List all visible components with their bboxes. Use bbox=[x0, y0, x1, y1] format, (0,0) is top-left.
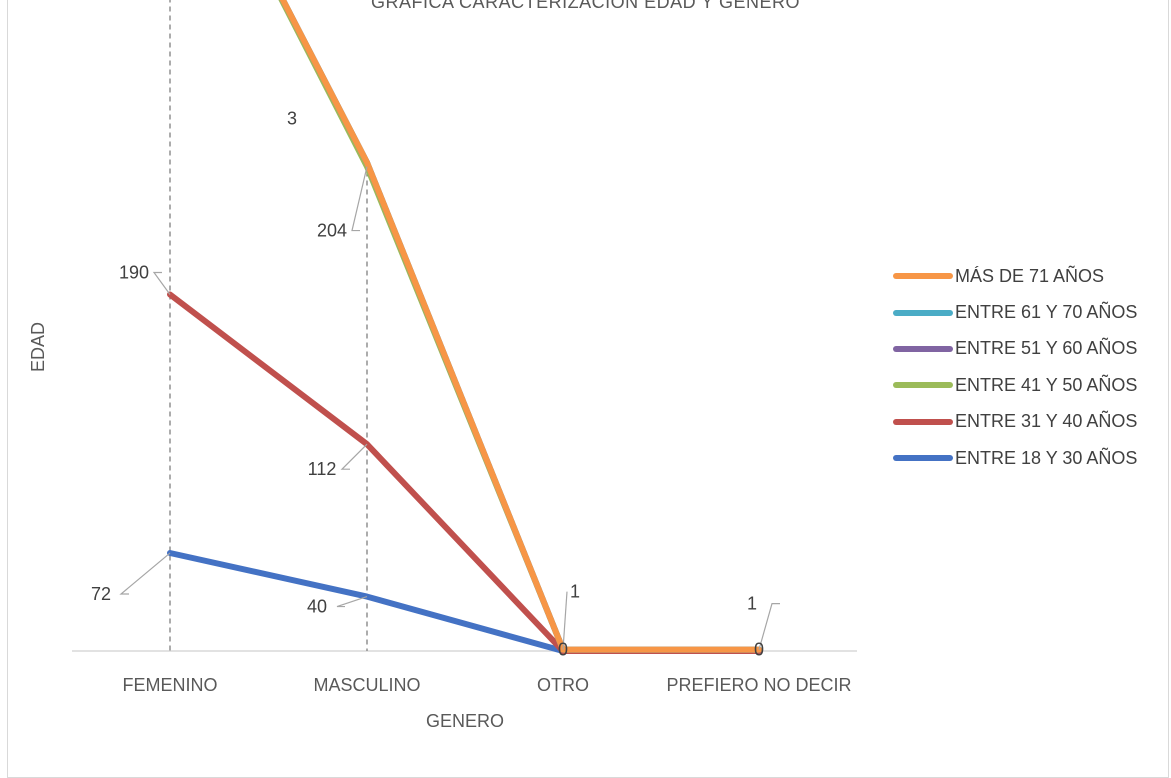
x-axis-title: GENERO bbox=[426, 711, 504, 731]
legend: MÁS DE 71 AÑOS ENTRE 61 Y 70 AÑOS ENTRE 51… bbox=[893, 258, 1137, 476]
data-label: 72 bbox=[91, 584, 111, 604]
legend-item: ENTRE 18 Y 30 AÑOS bbox=[893, 440, 1137, 476]
legend-label: ENTRE 51 Y 60 AÑOS bbox=[955, 338, 1138, 359]
legend-swatch bbox=[893, 309, 953, 316]
series-line bbox=[279, 0, 762, 653]
legend-item: MÁS DE 71 AÑOS bbox=[893, 258, 1137, 294]
legend-swatch bbox=[893, 382, 953, 389]
x-tick-label: FEMENINO bbox=[122, 675, 217, 695]
legend-label: ENTRE 41 Y 50 AÑOS bbox=[955, 374, 1138, 395]
data-label: 40 bbox=[307, 597, 327, 617]
legend-item: ENTRE 61 Y 70 AÑOS bbox=[893, 294, 1137, 330]
legend-swatch bbox=[893, 273, 953, 280]
legend-label: ENTRE 18 Y 30 AÑOS bbox=[955, 447, 1138, 468]
legend-item: ENTRE 31 Y 40 AÑOS bbox=[893, 404, 1137, 440]
legend-swatch bbox=[893, 345, 953, 352]
x-tick-label: PREFIERO NO DECIR bbox=[666, 675, 851, 695]
x-tick-label: OTRO bbox=[537, 675, 589, 695]
legend-item: ENTRE 51 Y 60 AÑOS bbox=[893, 331, 1137, 367]
legend-swatch bbox=[893, 418, 953, 425]
data-label-leader bbox=[336, 596, 368, 608]
data-label: 190 bbox=[119, 262, 149, 282]
data-label: 0 bbox=[754, 640, 764, 660]
data-label: 1 bbox=[570, 582, 580, 602]
data-label-leader bbox=[562, 591, 568, 650]
data-label: 3 bbox=[287, 108, 297, 128]
series-line bbox=[167, 550, 762, 654]
chart-plot: FEMENINO MASCULINO OTRO PREFIERO NO DECIR 3… bbox=[28, 0, 857, 731]
chart-title: GRÁFICA CARACTERIZACIÓN EDAD Y GENERO bbox=[371, 0, 800, 12]
series-line bbox=[279, 0, 762, 653]
y-axis-title: EDAD bbox=[28, 322, 48, 372]
legend-item: ENTRE 41 Y 50 AÑOS bbox=[893, 367, 1137, 403]
data-label-leader bbox=[351, 166, 368, 232]
data-label: 1 bbox=[747, 594, 757, 614]
x-tick-label: MASCULINO bbox=[313, 675, 420, 695]
data-label-leader bbox=[758, 603, 780, 650]
legend-label: ENTRE 31 Y 40 AÑOS bbox=[955, 411, 1138, 432]
data-label: 0 bbox=[558, 640, 568, 660]
series-line bbox=[167, 291, 762, 654]
series-line bbox=[279, 0, 762, 653]
legend-label: MÁS DE 71 AÑOS bbox=[955, 265, 1105, 286]
data-label: 204 bbox=[317, 221, 347, 241]
series-line bbox=[278, 0, 762, 653]
legend-label: ENTRE 61 Y 70 AÑOS bbox=[955, 302, 1138, 323]
data-label-leader bbox=[119, 552, 171, 595]
legend-swatch bbox=[893, 455, 953, 462]
data-label-leader bbox=[152, 271, 171, 295]
data-label-leader bbox=[340, 443, 368, 470]
data-label: 112 bbox=[308, 459, 337, 479]
